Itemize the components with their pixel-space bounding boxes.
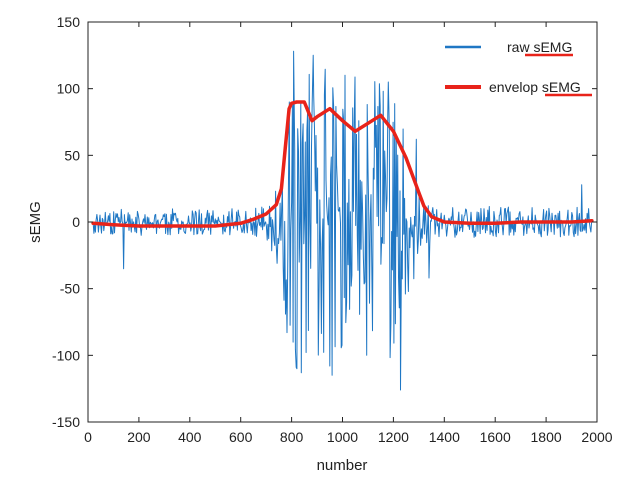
y-axis-label: sEMG [27,201,44,243]
x-tick-label: 600 [229,429,253,445]
y-tick-label: 0 [72,214,80,230]
x-axis-ticks: 0 200 400 600 800 1000 1200 1400 1600 1800 2000 [84,22,613,445]
envelope-semg-line [91,100,594,228]
y-tick-label: 150 [57,14,81,30]
x-tick-label: 800 [280,429,304,445]
raw-semg-line [92,50,593,391]
x-tick-label: 1000 [327,429,358,445]
legend-label: envelop sEMG [489,79,581,95]
y-tick-label: 100 [57,81,81,97]
x-tick-label: 1200 [378,429,409,445]
y-tick-label: -150 [52,414,80,430]
y-tick-label: 50 [64,147,80,163]
x-tick-label: 1600 [480,429,511,445]
x-tick-label: 0 [84,429,92,445]
x-tick-label: 200 [127,429,151,445]
x-tick-label: 1800 [531,429,562,445]
x-axis-label: number [317,457,368,474]
envelope-semg-layer [91,100,594,228]
raw-semg-layer [92,50,593,391]
y-tick-label: -50 [60,281,80,297]
y-axis-ticks: -150 -100 -50 0 50 100 150 [52,14,597,430]
x-tick-label: 1400 [429,429,460,445]
y-tick-label: -100 [52,347,80,363]
x-tick-label: 400 [178,429,202,445]
legend: raw sEMG envelop sEMG [445,39,592,97]
x-tick-label: 2000 [581,429,612,445]
legend-label: raw sEMG [507,39,572,55]
